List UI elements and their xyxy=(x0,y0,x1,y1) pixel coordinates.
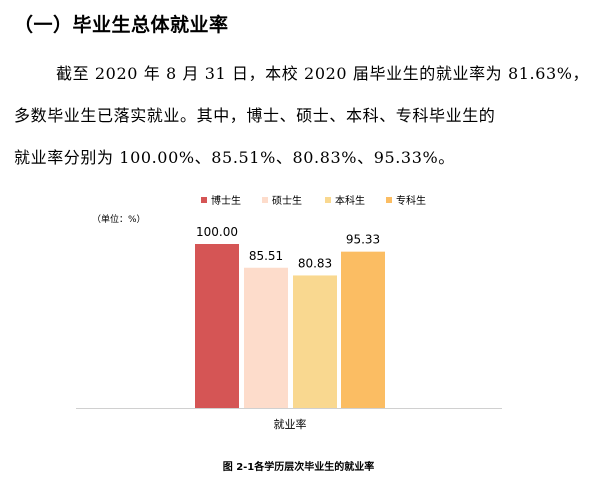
legend-label-3: 本科生 xyxy=(335,194,365,207)
bar-1 xyxy=(195,244,239,408)
legend-swatch-1 xyxy=(201,197,207,203)
legend-swatch-3 xyxy=(325,197,331,203)
section-heading: （一）毕业生总体就业率 xyxy=(14,14,229,36)
unit-label: （单位：%） xyxy=(92,213,146,225)
legend-swatch-4 xyxy=(386,197,392,203)
bar-value-label-4: 95.33 xyxy=(346,233,380,247)
bar-3 xyxy=(293,275,337,408)
legend-label-2: 硕士生 xyxy=(272,194,302,207)
figure-caption: 图 2-1各学历层次毕业生的就业率 xyxy=(222,462,375,473)
bar-value-label-2: 85.51 xyxy=(249,249,283,263)
bar-value-label-1: 100.00 xyxy=(196,225,238,239)
legend-swatch-2 xyxy=(262,197,268,203)
legend-label-4: 专科生 xyxy=(396,194,426,207)
category-label: 就业率 xyxy=(274,417,307,431)
paragraph-line-1: 截至 2020 年 8 月 31 日，本校 2020 届毕业生的就业率为 81.… xyxy=(56,64,590,83)
paragraph-line-3: 就业率分别为 100.00%、85.51%、80.83%、95.33%。 xyxy=(14,148,455,167)
paragraph-line-2: 多数毕业生已落实就业。其中，博士、硕士、本科、专科毕业生的 xyxy=(14,106,496,125)
bar-value-label-3: 80.83 xyxy=(298,256,332,270)
legend-label-1: 博士生 xyxy=(211,194,241,207)
bar-2 xyxy=(244,267,288,408)
bar-4 xyxy=(341,251,385,408)
